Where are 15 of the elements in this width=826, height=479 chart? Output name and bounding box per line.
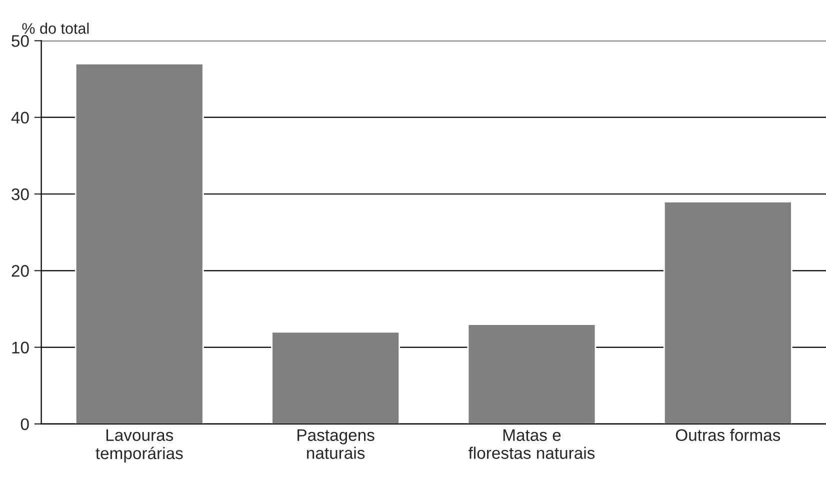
bar: [74, 63, 204, 424]
y-tick-label: 50: [12, 35, 29, 47]
x-tick-label: Outras formas: [676, 428, 780, 442]
x-tick-label: Matas e florestas naturais: [468, 429, 595, 459]
bar: [663, 200, 792, 424]
y-tick-label: 30: [12, 188, 29, 200]
bar: [271, 331, 400, 424]
x-tick-label: Lavouras temporárias: [96, 429, 183, 462]
y-axis-title: % do total: [22, 22, 89, 34]
y-tick-label: 10: [12, 342, 29, 354]
bar: [467, 324, 596, 424]
y-tick-label: 40: [11, 112, 29, 124]
y-tick-label: 0: [20, 418, 29, 430]
y-tick-label: 20: [12, 265, 29, 277]
x-tick-label: Pastagens naturais: [298, 429, 374, 459]
